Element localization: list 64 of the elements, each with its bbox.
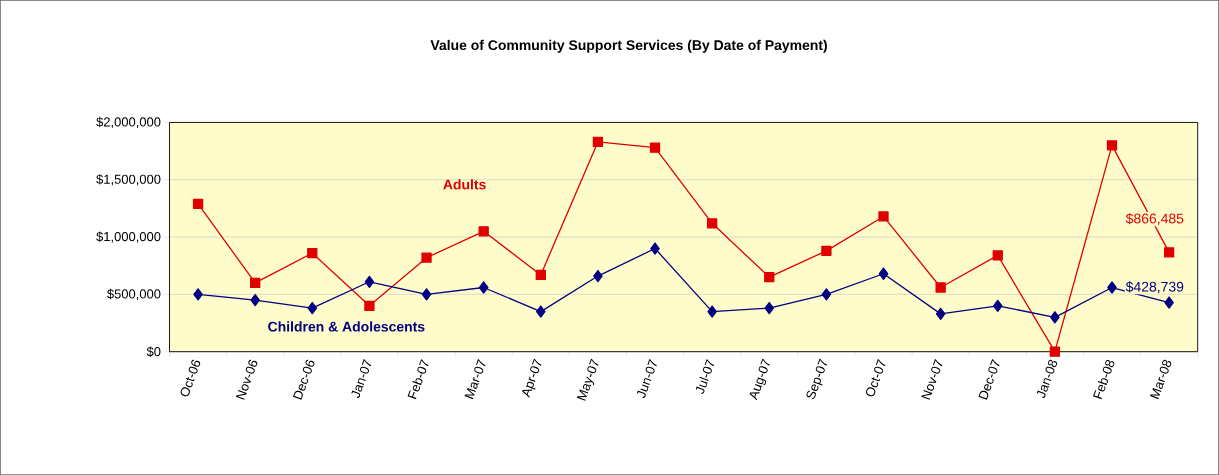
point — [421, 288, 432, 301]
x-tick-label: Jul-07 — [695, 359, 715, 394]
point — [1163, 247, 1175, 258]
series-label: Children & Adolescents — [268, 321, 425, 332]
point — [1106, 140, 1118, 151]
point — [878, 267, 889, 280]
y-tick-label: $0 — [146, 346, 161, 357]
point — [706, 218, 718, 229]
data-label: $866,485 — [1125, 212, 1184, 226]
point — [364, 275, 375, 288]
point — [1164, 296, 1174, 309]
x-tick-label: Apr-07 — [522, 358, 542, 398]
point — [307, 247, 318, 259]
x-tick-label: May-07 — [576, 358, 599, 401]
point — [878, 211, 889, 222]
point — [821, 245, 832, 256]
y-tick-label: $2,000,000 — [96, 116, 161, 128]
x-tick-label: Jan-08 — [1036, 359, 1058, 398]
point — [992, 250, 1003, 261]
point — [764, 301, 775, 315]
point — [536, 305, 546, 318]
point — [1050, 311, 1060, 324]
data-label: $428,739 — [1125, 281, 1184, 294]
x-tick-label: Oct-07 — [866, 359, 886, 397]
x-tick-label: Nov-07 — [921, 359, 943, 400]
y-tick-label: $1,500,000 — [96, 174, 161, 186]
point — [707, 305, 717, 318]
point — [821, 288, 832, 301]
point — [478, 226, 489, 237]
x-tick-label: Oct-06 — [180, 359, 201, 397]
point — [535, 269, 546, 280]
x-tick-label: Feb-07 — [407, 359, 429, 400]
chart-title: Value of Community Support Services (By Date of Payment) — [430, 39, 827, 53]
point — [592, 136, 604, 148]
point — [192, 198, 204, 209]
point — [650, 242, 660, 255]
point — [250, 293, 260, 307]
x-tick-label: Jun-07 — [636, 359, 657, 398]
x-tick-label: Feb-08 — [1093, 359, 1115, 400]
x-tick-label: Mar-08 — [1150, 359, 1172, 400]
point — [307, 301, 318, 315]
point — [649, 142, 661, 153]
x-tick-label: Aug-07 — [749, 358, 770, 401]
y-tick-label: $500,000 — [107, 288, 161, 300]
point — [193, 288, 203, 301]
x-tick-label: Dec-07 — [978, 359, 1000, 400]
point — [1107, 281, 1117, 294]
y-tick-label: $1,000,000 — [96, 231, 161, 243]
point — [764, 271, 775, 283]
point — [593, 269, 603, 283]
point — [478, 281, 489, 294]
x-tick-label: Jan-07 — [351, 359, 372, 398]
point — [935, 307, 946, 320]
point — [992, 299, 1003, 312]
text: Adults — [443, 179, 486, 190]
x-tick-label: Dec-06 — [292, 359, 315, 400]
point — [935, 282, 946, 293]
point — [421, 252, 432, 263]
x-tick-label: Nov-06 — [235, 359, 258, 400]
point — [364, 300, 375, 311]
point — [250, 277, 261, 289]
point — [1049, 346, 1061, 357]
x-tick-label: Mar-07 — [464, 359, 486, 400]
x-tick-label: Sep-07 — [806, 358, 827, 400]
